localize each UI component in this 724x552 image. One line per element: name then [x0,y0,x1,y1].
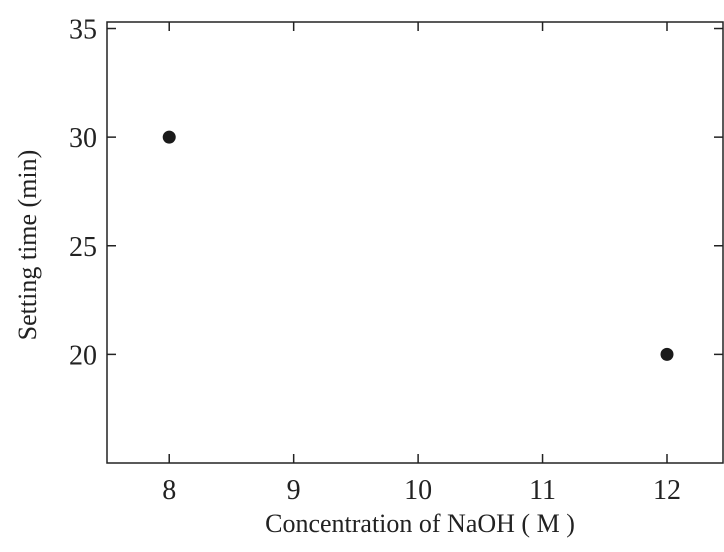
data-point [162,130,176,144]
x-tick-label: 9 [287,475,301,506]
x-tick-label: 8 [162,475,176,506]
x-tick-label: 11 [529,475,556,506]
data-point [660,347,674,361]
x-tick-label: 12 [653,475,681,506]
y-tick-label: 35 [69,15,97,46]
x-axis-label: Concentration of NaOH ( M ) [265,509,575,538]
x-tick-label: 10 [404,475,432,506]
y-axis-label: Setting time (min) [13,150,42,341]
y-tick-label: 30 [69,123,97,154]
y-tick-label: 20 [69,340,97,371]
plot-frame [106,21,724,464]
y-tick-label: 25 [69,232,97,263]
